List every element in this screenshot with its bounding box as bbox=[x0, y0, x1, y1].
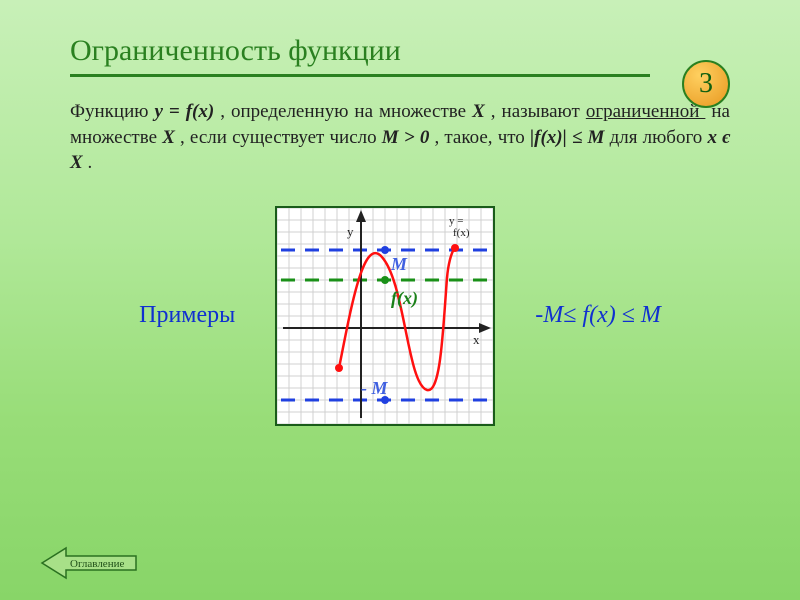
toc-label: Оглавление bbox=[70, 558, 124, 570]
content-row: Примеры yxy =f(x)Mf(x)- M -M≤ f(x) ≤ M bbox=[70, 206, 730, 426]
svg-text:y =: y = bbox=[449, 215, 463, 227]
svg-text:M: M bbox=[390, 254, 408, 274]
title-underline bbox=[70, 74, 650, 77]
examples-label: Примеры bbox=[139, 302, 235, 329]
def-cond: M > 0 bbox=[382, 127, 430, 148]
svg-text:f(x): f(x) bbox=[453, 227, 470, 239]
slide-number-badge: 3 bbox=[682, 60, 730, 108]
def-part: , определенную на множестве bbox=[220, 101, 472, 122]
chart-svg: yxy =f(x)Mf(x)- M bbox=[277, 208, 493, 424]
def-part: для любого bbox=[610, 127, 708, 148]
def-set: X bbox=[472, 101, 485, 122]
svg-text:x: x bbox=[473, 332, 480, 347]
svg-text:y: y bbox=[347, 224, 354, 239]
def-part: , если существует число bbox=[180, 127, 382, 148]
def-abs: |f(x)| ≤ M bbox=[530, 127, 604, 148]
def-part: , называют bbox=[491, 101, 586, 122]
page-title: Ограниченность функции bbox=[70, 34, 730, 68]
def-part: , такое, что bbox=[434, 127, 529, 148]
def-set: X bbox=[162, 127, 175, 148]
inequality-formula: -M≤ f(x) ≤ M bbox=[535, 302, 661, 329]
svg-text:- M: - M bbox=[361, 378, 388, 398]
definition-text: Функцию y = f(x) , определенную на множе… bbox=[70, 99, 730, 176]
def-part: Функцию bbox=[70, 101, 154, 122]
def-fn: y = f(x) bbox=[154, 101, 214, 122]
bounded-function-chart: yxy =f(x)Mf(x)- M bbox=[275, 206, 495, 426]
def-part: . bbox=[87, 152, 92, 173]
svg-text:f(x): f(x) bbox=[391, 288, 418, 309]
toc-back-button[interactable]: Оглавление bbox=[40, 546, 124, 580]
